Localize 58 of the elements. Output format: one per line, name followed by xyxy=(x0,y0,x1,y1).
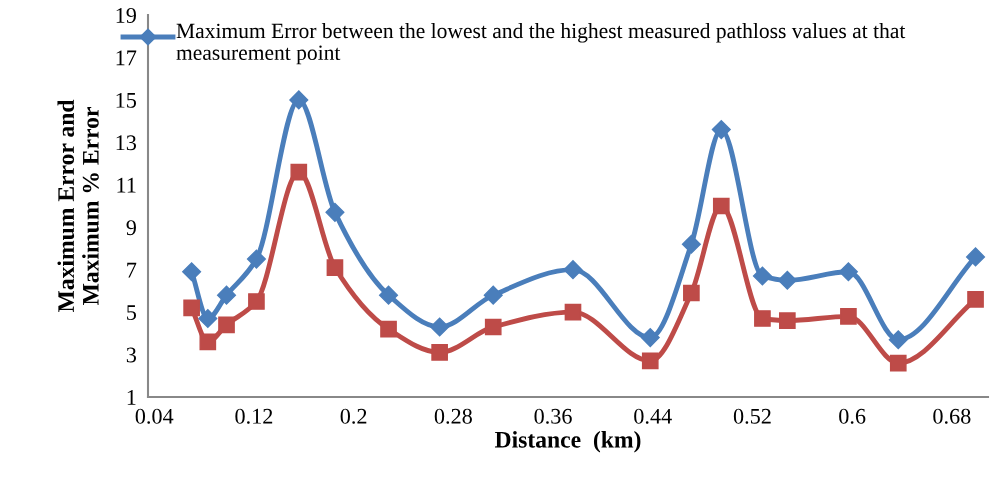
x-tick-label: 0.28 xyxy=(434,408,472,424)
point xyxy=(290,163,308,181)
point xyxy=(640,328,660,348)
point xyxy=(711,120,731,140)
x-tick-label: 0.68 xyxy=(933,408,971,424)
x-axis-title: Distance (km) xyxy=(494,431,641,453)
point xyxy=(564,303,582,321)
point xyxy=(246,249,266,269)
x-tick-label: 0.6 xyxy=(839,408,866,424)
y-tick-label: 1 xyxy=(127,390,136,405)
x-tick-label: 0.44 xyxy=(634,408,672,424)
y-tick-label: 7 xyxy=(127,262,137,278)
point xyxy=(483,285,503,305)
point xyxy=(248,293,265,310)
point xyxy=(777,270,797,290)
point xyxy=(484,318,502,336)
point xyxy=(754,310,771,327)
point xyxy=(431,344,448,361)
point xyxy=(641,352,659,370)
point xyxy=(888,330,908,350)
x-tick-label: 0.36 xyxy=(534,408,572,424)
y-tick-label: 11 xyxy=(117,177,136,193)
point xyxy=(216,285,237,305)
point xyxy=(218,316,235,334)
point xyxy=(889,354,907,372)
point xyxy=(199,333,217,351)
point xyxy=(752,266,772,286)
point xyxy=(326,259,344,276)
point xyxy=(840,308,857,325)
x-tick-label: 0.2 xyxy=(340,408,367,424)
point xyxy=(681,234,701,254)
point xyxy=(182,262,202,282)
y-tick-label: 17 xyxy=(116,50,137,66)
y-tick-label: 3 xyxy=(126,347,137,363)
point xyxy=(563,260,583,280)
point xyxy=(325,202,345,222)
point xyxy=(380,320,397,338)
point xyxy=(967,291,984,308)
y-axis-title: Maximum Error and Maximum % Error xyxy=(57,99,99,313)
x-tick-label: 0.12 xyxy=(235,408,273,424)
legend-label: Maximum Error between the lowest and the highest measured pathloss values at that measurement point xyxy=(176,23,906,65)
point xyxy=(966,247,986,267)
point xyxy=(379,285,399,305)
y-tick-label: 5 xyxy=(127,305,137,321)
y-tick-label: 19 xyxy=(116,7,136,23)
point xyxy=(183,299,200,317)
y-tick-label: 13 xyxy=(116,135,137,151)
x-tick-label: 0.52 xyxy=(733,408,771,424)
y-tick-label: 9 xyxy=(126,220,136,236)
point xyxy=(289,90,309,110)
y-tick-label: 15 xyxy=(116,92,137,108)
point xyxy=(779,312,796,329)
point xyxy=(198,308,218,329)
point xyxy=(430,317,450,337)
point xyxy=(712,197,730,215)
point xyxy=(683,284,700,302)
point xyxy=(838,262,858,282)
x-tick-label: 0.04 xyxy=(135,408,174,424)
